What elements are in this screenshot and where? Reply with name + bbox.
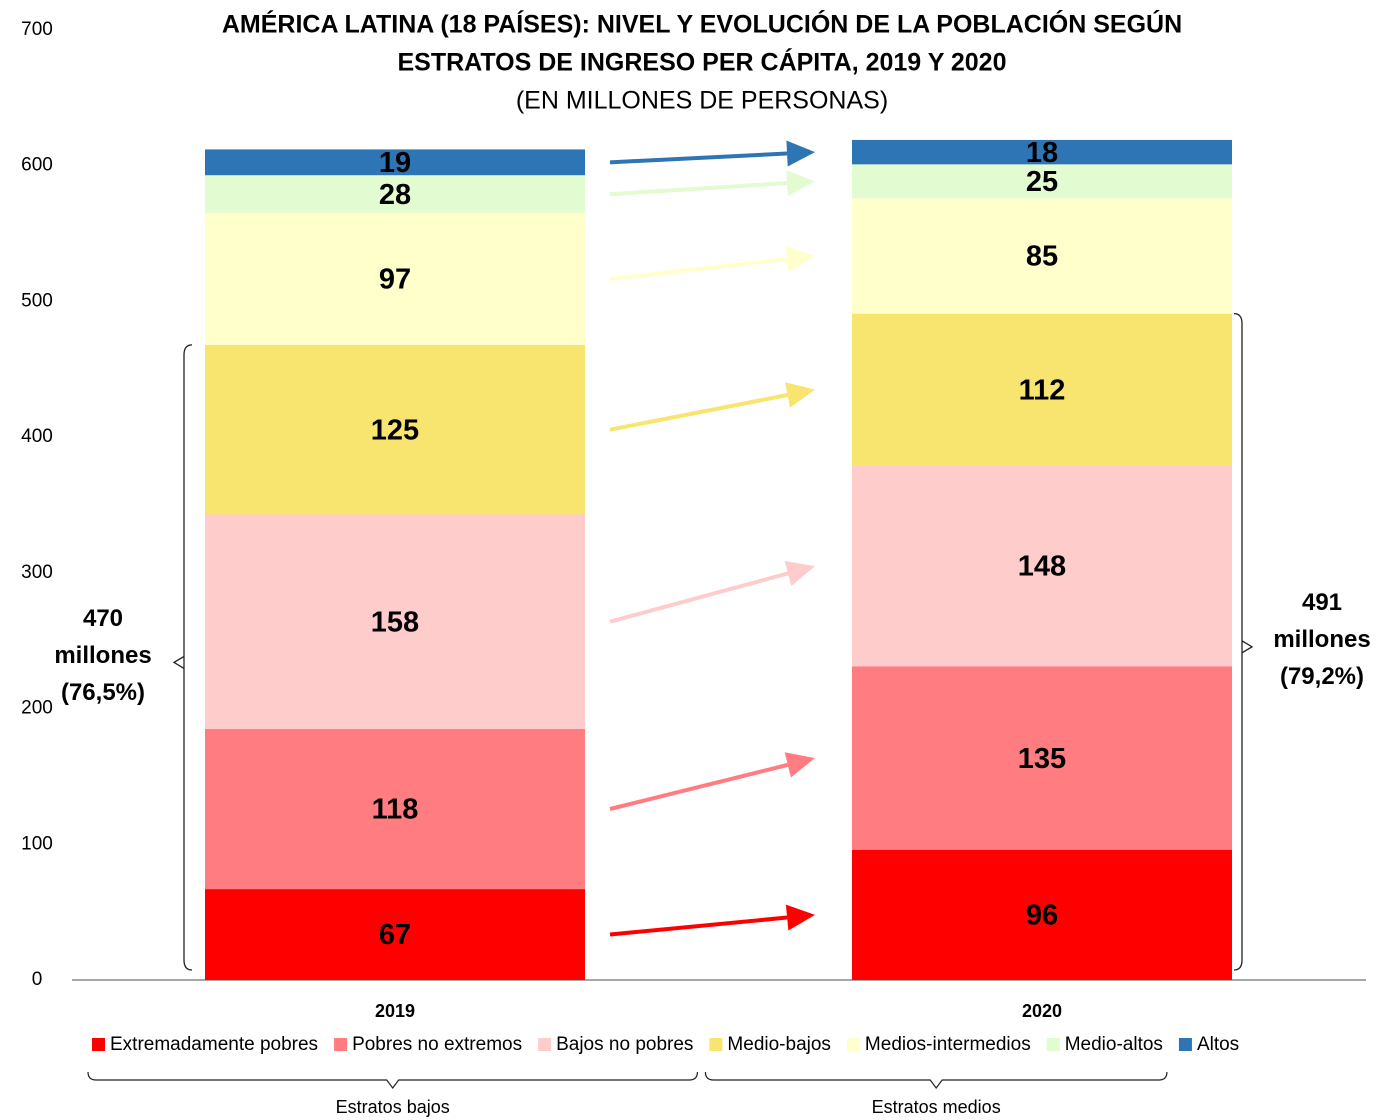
legend-swatch	[538, 1038, 552, 1051]
arrow-head	[786, 140, 815, 167]
legend-label: Medio-bajos	[727, 1034, 831, 1055]
bar-segment	[205, 344, 585, 515]
arrow-head	[785, 382, 815, 408]
arrow	[609, 571, 789, 624]
bar-segment	[852, 164, 1232, 199]
y-tick-label: 600	[21, 155, 53, 176]
data-label: 85	[1026, 241, 1058, 273]
data-label: 135	[1018, 743, 1066, 775]
group-label: Estratos medios	[872, 1097, 1001, 1117]
data-label: 19	[379, 147, 411, 179]
legend-swatch	[1046, 1038, 1060, 1051]
group-label: Estratos bajos	[336, 1097, 450, 1117]
bar-segment	[205, 149, 585, 176]
arrow-head	[786, 170, 815, 197]
legend-swatch	[846, 1038, 860, 1051]
y-tick-label: 300	[21, 562, 53, 583]
x-tick-label: 2019	[375, 1001, 415, 1021]
data-label: 96	[1026, 900, 1058, 932]
annotation: (79,2%)	[1280, 663, 1364, 690]
legend-label: Medios-intermedios	[865, 1034, 1031, 1055]
bar-segment	[205, 728, 585, 890]
legend-label: Altos	[1197, 1034, 1239, 1055]
arrow-head	[784, 752, 815, 778]
bracket	[1233, 312, 1254, 971]
legend-label: Extremadamente pobres	[110, 1034, 318, 1055]
annotation: millones	[54, 642, 151, 669]
y-tick-label: 400	[21, 426, 53, 447]
bracket	[172, 344, 193, 971]
legend-swatch	[1178, 1038, 1192, 1051]
chart-title: ESTRATOS DE INGRESO PER CÁPITA, 2019 Y 2…	[397, 48, 1006, 77]
y-tick-label: 700	[21, 19, 53, 40]
data-label: 28	[379, 179, 411, 211]
legend-swatch	[92, 1038, 105, 1051]
legend-label: Pobres no extremos	[352, 1034, 522, 1055]
arrow	[609, 181, 788, 197]
chart-title: AMÉRICA LATINA (18 PAÍSES): NIVEL Y EVOL…	[222, 9, 1182, 39]
data-label: 25	[1026, 166, 1058, 198]
arrow-head	[785, 246, 815, 273]
y-tick-label: 500	[21, 290, 53, 311]
legend-swatch	[709, 1038, 723, 1051]
arrow	[609, 151, 788, 165]
bar-segment	[205, 514, 585, 729]
data-label: 118	[372, 794, 419, 826]
data-label: 158	[371, 606, 419, 638]
bar-segment	[852, 139, 1232, 165]
annotation: 470	[83, 605, 123, 632]
data-label: 112	[1019, 374, 1066, 406]
arrow	[609, 762, 789, 811]
bar-segment	[852, 313, 1232, 466]
legend-swatch	[334, 1038, 348, 1051]
data-label: 125	[371, 414, 419, 446]
chart-subtitle: (EN MILLONES DE PERSONAS)	[516, 87, 888, 115]
group-brace	[87, 1071, 699, 1089]
legend-label: Medio-altos	[1065, 1034, 1163, 1055]
data-label: 18	[1026, 137, 1058, 169]
arrow	[609, 915, 788, 937]
bar-segment	[205, 175, 585, 214]
bar-segment	[205, 889, 585, 980]
arrow-head	[784, 560, 815, 586]
legend-label: Bajos no pobres	[556, 1034, 693, 1055]
bar-segment	[852, 465, 1232, 667]
y-tick-label: 100	[21, 833, 53, 854]
arrow-head	[785, 904, 815, 931]
group-brace	[704, 1071, 1168, 1089]
bar-segment	[852, 198, 1232, 314]
annotation: (76,5%)	[61, 679, 145, 706]
bar-segment	[852, 849, 1232, 980]
bar-segment	[852, 666, 1232, 850]
data-label: 148	[1018, 551, 1066, 583]
x-tick-label: 2020	[1022, 1001, 1062, 1021]
annotation: millones	[1273, 626, 1370, 653]
y-tick-label: 0	[32, 969, 43, 990]
y-tick-label: 200	[21, 698, 53, 719]
arrow	[609, 257, 788, 282]
arrow	[609, 393, 788, 432]
data-label: 97	[379, 264, 411, 296]
data-label: 67	[379, 919, 411, 951]
annotation: 491	[1302, 589, 1342, 616]
bar-segment	[205, 213, 585, 345]
